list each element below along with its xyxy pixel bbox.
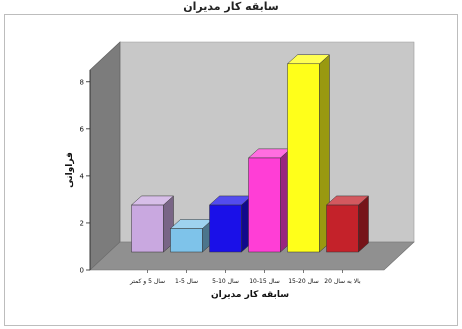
y-tick-label: 2 <box>80 219 84 227</box>
side-wall <box>89 41 121 271</box>
y-tick-label: 4 <box>80 172 85 180</box>
bar-front <box>248 157 281 253</box>
x-tick-label: سال 10-5 <box>212 278 239 285</box>
y-axis: 0 2 4 6 8 <box>80 70 91 275</box>
y-tick-label: 0 <box>80 267 84 275</box>
bar-front <box>326 204 359 253</box>
chart-walls <box>89 41 415 271</box>
bar-top <box>325 195 370 206</box>
bar-top <box>130 195 175 206</box>
bar <box>169 218 214 253</box>
bar <box>130 195 175 253</box>
bar-side <box>358 195 369 253</box>
x-axis-title: سابقه کار مدیران <box>211 290 289 300</box>
x-tick-label: سال 15-10 <box>249 278 280 285</box>
chart-title: سابقه کار مدیران <box>183 0 279 13</box>
y-tick-label: 6 <box>80 125 85 133</box>
bar <box>325 195 370 253</box>
bar <box>247 148 292 253</box>
bar-front <box>131 204 164 253</box>
bar-front <box>287 63 320 253</box>
x-tick-label: سال 20-15 <box>288 278 319 285</box>
bar-top <box>286 54 331 65</box>
bar <box>286 54 331 253</box>
x-tick-label: بالا به سال 20 <box>324 278 361 285</box>
bar-front <box>209 204 242 253</box>
x-tick-label: سال 5-1 <box>175 278 198 285</box>
bars-group <box>130 54 370 253</box>
x-axis: سال 5 و کمتر سال 5-1 سال 10-5 سال 15-10 سال … <box>129 270 361 285</box>
y-axis-title: فراوانی <box>65 152 75 188</box>
bar <box>208 195 253 253</box>
y-tick-label: 8 <box>80 78 84 86</box>
bar-front <box>170 228 203 253</box>
x-tick-label: سال 5 و کمتر <box>129 278 165 285</box>
